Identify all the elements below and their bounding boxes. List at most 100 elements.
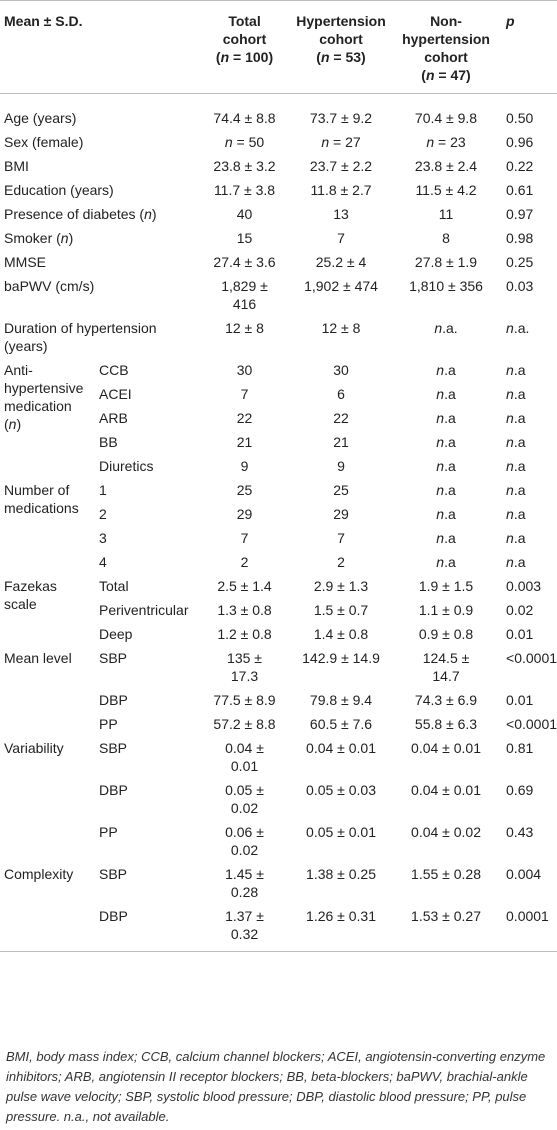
hypertension-value: 2 xyxy=(337,554,345,570)
total-cohort-value: 74.4 ± 8.8 xyxy=(213,110,276,126)
table-row: baPWV (cm/s) 1,829 ±416 1,902 ± 474 1,810 ±… xyxy=(0,274,557,316)
p-value: n.a xyxy=(506,386,526,402)
subgroup-label: SBP xyxy=(99,866,128,882)
table-row: DBP 1.37 ±0.32 1.26 ± 0.31 1.53 ± 0.27 0.000… xyxy=(0,904,557,952)
subgroup-label: ARB xyxy=(99,410,128,426)
subgroup-label: ACEI xyxy=(99,386,132,402)
hypertension-value: 25 xyxy=(333,482,349,498)
cohort-characteristics-table: Mean ± S.D. Total cohort (n = 100) Hyperte… xyxy=(0,0,557,952)
total-cohort-value: 7 xyxy=(240,530,249,546)
non-hypertension-value: 8 xyxy=(442,230,450,246)
total-cohort-value: 40 xyxy=(236,206,253,222)
table-row: 2 29 29 n.a n.a xyxy=(0,502,557,526)
row-label: Age (years) xyxy=(4,110,77,126)
table-row: 3 7 7 n.a n.a xyxy=(0,526,557,550)
table-row: Duration of hypertension (years) 12 ± 8 12… xyxy=(0,316,557,358)
subgroup-label: Deep xyxy=(99,626,133,642)
total-cohort-value: 22 xyxy=(236,410,253,426)
hypertension-value: 1,902 ± 474 xyxy=(304,278,378,294)
non-hypertension-value: 0.04 ± 0.01 xyxy=(411,740,481,756)
hypertension-value: 60.5 ± 7.6 xyxy=(309,716,373,732)
hypertension-value: 23.7 ± 2.2 xyxy=(309,158,373,174)
hypertension-value: 0.05 ± 0.03 xyxy=(306,782,376,798)
non-hypertension-value: n = 23 xyxy=(426,134,466,150)
hypertension-value: 1.26 ± 0.31 xyxy=(306,908,376,924)
subgroup-label: DBP xyxy=(99,782,128,798)
table-body: Age (years) 74.4 ± 8.8 73.7 ± 9.2 70.4 ± 9.… xyxy=(0,94,557,952)
hypertension-value: 73.7 ± 9.2 xyxy=(309,110,373,126)
non-hypertension-value: 1.9 ± 1.5 xyxy=(418,578,474,594)
p-value: n.a xyxy=(506,434,526,450)
table-row: DBP 0.05 ±0.02 0.05 ± 0.03 0.04 ± 0.01 0.69 xyxy=(0,778,557,820)
hypertension-value: 21 xyxy=(333,434,349,450)
non-hypertension-value: n.a. xyxy=(434,320,458,336)
table-footnote: BMI, body mass index; CCB, calcium chann… xyxy=(6,1049,546,1124)
p-value: 0.96 xyxy=(506,134,534,150)
total-cohort-value: 135 ±17.3 xyxy=(227,650,262,684)
row-label: Smoker (n) xyxy=(4,230,74,246)
total-cohort-value: 23.8 ± 3.2 xyxy=(213,158,276,174)
row-label: BMI xyxy=(4,158,29,174)
p-value: 0.25 xyxy=(506,254,534,270)
hypertension-value: 7 xyxy=(337,530,345,546)
hypertension-value: 11.8 ± 2.7 xyxy=(310,182,372,198)
non-hypertension-value: n.a xyxy=(436,386,456,402)
subgroup-label: PP xyxy=(99,824,118,840)
table-row: 4 2 2 n.a n.a xyxy=(0,550,557,574)
non-hypertension-value: 55.8 ± 6.3 xyxy=(414,716,478,732)
group-label: Anti-hypertensive medication (n) xyxy=(4,362,84,432)
hypertension-value: 29 xyxy=(333,506,349,522)
p-value: 0.004 xyxy=(506,866,542,882)
p-value: n.a xyxy=(506,554,526,570)
p-value: 0.22 xyxy=(506,158,534,174)
row-label: MMSE xyxy=(4,254,46,270)
total-cohort-value: 9 xyxy=(240,458,249,474)
non-hypertension-value: 11 xyxy=(438,206,454,222)
subgroup-label: SBP xyxy=(99,740,128,756)
table-row: BMI 23.8 ± 3.2 23.7 ± 2.2 23.8 ± 2.4 0.22 xyxy=(0,154,557,178)
p-value: n.a xyxy=(506,362,526,378)
table-row: Fazekas scale Total 2.5 ± 1.4 2.9 ± 1.3 1.9 ±… xyxy=(0,574,557,612)
subgroup-label: PP xyxy=(99,716,118,732)
table-row: PP 57.2 ± 8.8 60.5 ± 7.6 55.8 ± 6.3 <0.0001 xyxy=(0,712,557,736)
group-label: Variability xyxy=(4,740,64,756)
table-row: Number of medications 1 25 25 n.a n.a xyxy=(0,478,557,516)
hypertension-value: 25.2 ± 4 xyxy=(315,254,367,270)
non-hypertension-value: n.a xyxy=(436,434,456,450)
hypertension-value: 1.5 ± 0.7 xyxy=(313,602,369,618)
table-row: Smoker (n) 15 7 8 0.98 xyxy=(0,226,557,250)
subgroup-label: Diuretics xyxy=(99,458,154,474)
table-row: Variability SBP 0.04 ±0.01 0.04 ± 0.01 0.04 … xyxy=(0,736,557,778)
total-cohort-value: n = 50 xyxy=(224,134,265,150)
total-cohort-value: 2.5 ± 1.4 xyxy=(217,578,272,594)
hypertension-value: 7 xyxy=(337,230,345,246)
total-cohort-value: 0.05 ±0.02 xyxy=(225,782,264,816)
p-value: <0.0001 xyxy=(506,716,557,732)
non-hypertension-value: 0.04 ± 0.01 xyxy=(411,782,481,798)
p-value: 0.01 xyxy=(506,626,534,642)
non-hypertension-value: n.a xyxy=(436,410,456,426)
total-cohort-value: 1.45 ±0.28 xyxy=(225,866,264,900)
hypertension-value: 30 xyxy=(333,362,349,378)
p-value: n.a xyxy=(506,506,526,522)
total-cohort-value: 7 xyxy=(240,386,249,402)
table-row: Mean level SBP 135 ±17.3 142.9 ± 14.9 124.5 … xyxy=(0,646,557,688)
group-label: Complexity xyxy=(4,866,74,882)
total-cohort-value: 57.2 ± 8.8 xyxy=(213,716,276,732)
table-row: PP 0.06 ±0.02 0.05 ± 0.01 0.04 ± 0.02 0.43 xyxy=(0,820,557,862)
hypertension-value: 1.4 ± 0.8 xyxy=(313,626,369,642)
total-cohort-value: 77.5 ± 8.9 xyxy=(213,692,276,708)
non-hypertension-value: n.a xyxy=(436,554,456,570)
p-value: 0.03 xyxy=(506,278,534,294)
non-hypertension-value: n.a xyxy=(436,482,456,498)
p-value: n.a xyxy=(506,530,526,546)
row-label: baPWV (cm/s) xyxy=(4,278,95,294)
p-value: 0.43 xyxy=(506,824,534,840)
p-value: 0.81 xyxy=(506,740,534,756)
hypertension-value: 22 xyxy=(333,410,349,426)
table-row: Anti-hypertensive medication (n) CCB 30 30 n.a… xyxy=(0,358,557,432)
table-row: Sex (female) n = 50 n = 27 n = 23 0.96 xyxy=(0,130,557,154)
non-hypertension-value: 0.9 ± 0.8 xyxy=(418,626,474,642)
table-row: Deep 1.2 ± 0.8 1.4 ± 0.8 0.9 ± 0.8 0.01 xyxy=(0,622,557,646)
row-label: Education (years) xyxy=(4,182,114,198)
